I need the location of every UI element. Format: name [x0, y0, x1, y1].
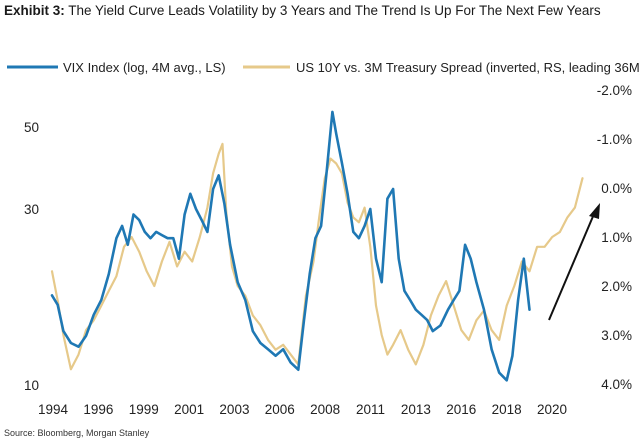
x-tick-2016: 2016: [446, 402, 476, 417]
x-tick-2001: 2001: [174, 402, 204, 417]
x-tick-2008: 2008: [310, 402, 340, 417]
right-tick-5: 3.0%: [601, 328, 632, 343]
right-axis: -2.0% -1.0% 0.0% 1.0% 2.0% 3.0% 4.0%: [597, 83, 632, 392]
left-tick-10: 10: [24, 378, 39, 393]
right-tick-1: -1.0%: [597, 132, 632, 147]
x-tick-2011: 2011: [356, 402, 385, 417]
x-tick-1996: 1996: [83, 402, 113, 417]
right-tick-2: 0.0%: [601, 181, 632, 196]
left-tick-30: 30: [24, 202, 39, 217]
series-line-vix: [50, 110, 531, 382]
x-tick-2006: 2006: [265, 402, 295, 417]
x-tick-1999: 1999: [129, 402, 159, 417]
legend-label-vix: VIX Index (log, 4M avg., LS): [63, 60, 226, 75]
source-note: Source: Bloomberg, Morgan Stanley: [4, 428, 150, 438]
chart-legend: VIX Index (log, 4M avg., LS) US 10Y vs. …: [7, 60, 640, 75]
right-tick-4: 2.0%: [601, 279, 632, 294]
left-axis: 10 30 50: [24, 120, 39, 393]
legend-label-spread: US 10Y vs. 3M Treasury Spread (inverted,…: [296, 60, 640, 75]
x-axis: 1994 1996 1999 2001 2003 2006 2008 2011 2013 2016…: [38, 402, 567, 417]
x-tick-2003: 2003: [219, 402, 249, 417]
chart-title-text: The Yield Curve Leads Volatility by 3 Ye…: [68, 3, 601, 18]
right-tick-0: -2.0%: [597, 83, 632, 98]
chart-title-label: Exhibit 3:: [4, 3, 65, 18]
series-line-spread: [50, 142, 584, 371]
plot-series: [50, 110, 584, 382]
right-tick-6: 4.0%: [601, 377, 632, 392]
trend-arrow: [548, 203, 600, 321]
right-tick-3: 1.0%: [601, 230, 632, 245]
x-tick-1994: 1994: [38, 402, 69, 417]
trend-arrow-shaft: [548, 213, 595, 321]
x-tick-2020: 2020: [537, 402, 567, 417]
left-tick-50: 50: [24, 120, 39, 135]
chart-title: Exhibit 3: The Yield Curve Leads Volatil…: [4, 3, 601, 18]
x-tick-2013: 2013: [401, 402, 431, 417]
x-tick-2018: 2018: [492, 402, 522, 417]
trend-arrow-head: [589, 203, 600, 219]
